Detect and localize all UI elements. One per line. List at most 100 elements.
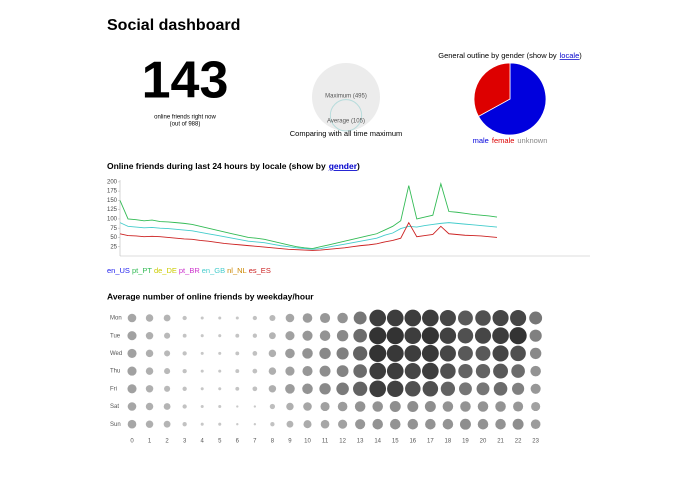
x-tick-label: 15 (392, 439, 399, 445)
hour-bubble (145, 349, 154, 358)
y-tick-label: 150 (107, 198, 118, 204)
x-tick-label: 17 (427, 439, 434, 445)
hour-bubble (268, 385, 277, 393)
y-tick-label: Wed (110, 351, 122, 357)
hour-bubble (252, 368, 258, 374)
hour-bubble (512, 382, 525, 395)
legend-entry: male (473, 136, 489, 145)
hour-bubble (387, 380, 404, 397)
hour-bubble (475, 363, 491, 379)
hour-bubble (421, 327, 439, 345)
hour-bubble (163, 420, 171, 428)
hour-bubble (475, 345, 491, 361)
hour-bubble (145, 367, 154, 375)
hour-bubble (286, 402, 294, 411)
y-tick-label: Sat (110, 404, 119, 410)
hour-bubble (164, 368, 171, 375)
legend-entry: es_ES (249, 266, 271, 275)
hour-bubble (302, 366, 313, 377)
series-line (119, 181, 498, 250)
y-tick-label: 200 (107, 179, 118, 185)
y-tick-label: Thu (110, 369, 120, 375)
hour-bubble (145, 385, 154, 393)
hour-bubble (421, 344, 439, 362)
circle-label: Average (105) (327, 119, 365, 125)
y-tick-label: 75 (110, 226, 117, 232)
hour-bubble (355, 419, 366, 430)
hour-bubble (163, 314, 171, 322)
legend-entry: de_DE (154, 266, 177, 275)
hour-bubble (164, 350, 171, 357)
hour-bubble (145, 402, 154, 411)
hour-bubble (369, 327, 387, 345)
hour-bubble (253, 423, 257, 426)
hour-bubble (218, 387, 222, 391)
hour-bubble (235, 351, 240, 356)
hour-bubble (319, 347, 331, 360)
hour-bubble (145, 331, 154, 340)
hour-bubble (353, 364, 367, 378)
hour-bubble (372, 418, 383, 430)
y-tick-label: Fri (110, 386, 117, 392)
hour-bubble (492, 327, 509, 345)
x-tick-label: 19 (462, 439, 469, 445)
hour-bubble (476, 382, 490, 396)
hour-bubble (424, 401, 436, 412)
hour-bubble (285, 313, 295, 323)
hour-bubble (200, 316, 204, 320)
hour-bubble (336, 365, 349, 377)
hour-bubble (235, 386, 240, 391)
hour-bubble (495, 401, 506, 412)
legend-entry: pt_PT (132, 266, 152, 275)
x-tick-label: 18 (445, 439, 452, 445)
hour-bubble (404, 327, 422, 345)
hour-bubble (422, 309, 439, 327)
title-end: ) (579, 51, 582, 60)
hour-bubble (268, 367, 277, 375)
x-tick-label: 0 (130, 439, 134, 445)
hour-bubble (389, 418, 401, 430)
x-tick-label: 7 (253, 439, 257, 445)
legend-entry: nl_NL (227, 266, 247, 275)
legend-entry: female (492, 136, 515, 145)
hour-bubble (369, 344, 387, 362)
hour-bubble (336, 347, 349, 360)
x-tick-label: 5 (218, 439, 222, 445)
y-tick-label: 175 (107, 189, 118, 195)
hour-bubble (530, 419, 541, 430)
hour-bubble (510, 345, 526, 362)
hour-bubble (439, 345, 456, 362)
y-tick-label: 100 (107, 217, 118, 223)
hour-bubble (459, 418, 471, 430)
pie-slice (473, 62, 511, 117)
x-tick-label: 4 (201, 439, 205, 445)
hour-bubble (235, 316, 239, 320)
x-tick-label: 20 (480, 439, 487, 445)
chart-title: General outline by gender (show by locale… (438, 51, 582, 60)
hour-bubble (285, 383, 295, 394)
hour-bubble (337, 312, 348, 324)
hour-bubble (303, 402, 312, 411)
hour-bubble (320, 419, 330, 429)
hour-bubble (386, 362, 404, 380)
x-tick-label: 9 (288, 439, 292, 445)
x-tick-label: 21 (497, 439, 504, 445)
hour-bubble (218, 334, 222, 338)
hour-bubble (530, 383, 541, 394)
hour-bubble (353, 381, 368, 396)
circle-label: Maximum (495) (325, 94, 367, 100)
title-link[interactable]: locale (560, 51, 580, 60)
comparison-circle (312, 63, 380, 131)
x-tick-label: 16 (409, 439, 416, 445)
hour-bubble (303, 420, 312, 429)
title-link[interactable]: gender (329, 161, 358, 171)
hour-bubble (404, 363, 421, 380)
hour-bubble (320, 401, 330, 412)
hour-bubble (200, 404, 204, 409)
hour-bubble (269, 332, 276, 340)
hour-bubble (252, 315, 257, 321)
x-tick-label: 11 (322, 439, 329, 445)
hour-bubble (404, 309, 422, 327)
y-tick-label: 125 (107, 207, 118, 213)
